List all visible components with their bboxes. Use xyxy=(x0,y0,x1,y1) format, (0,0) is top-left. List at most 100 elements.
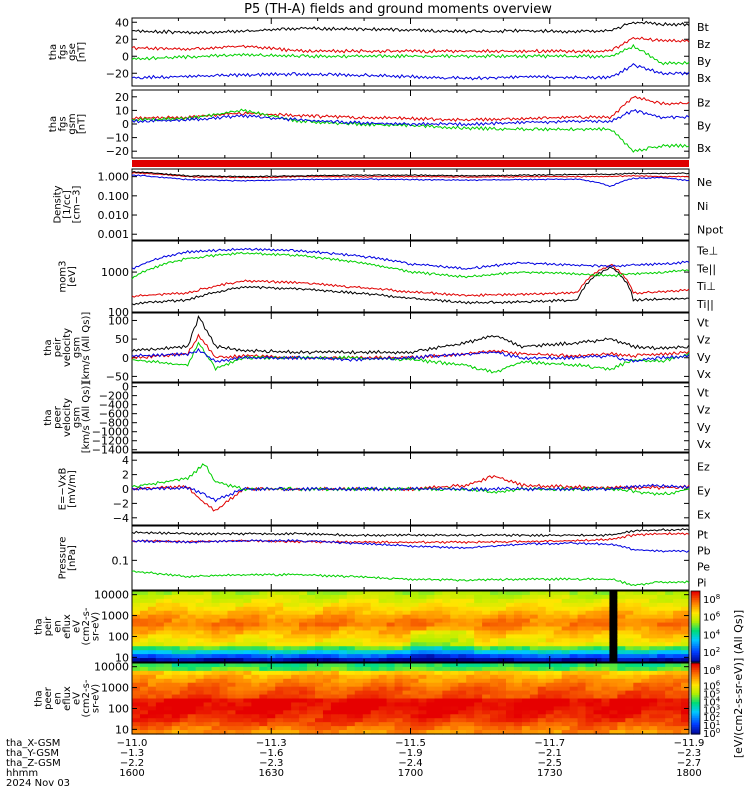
heatmap-cell xyxy=(394,614,404,620)
heatmap-cell xyxy=(195,678,205,684)
heatmap-cell xyxy=(466,654,475,659)
heatmap-cell xyxy=(569,702,579,707)
heatmap-cell xyxy=(673,730,682,735)
heatmap-cell xyxy=(338,622,348,628)
colorbar-cell xyxy=(691,591,700,594)
heatmap-cell xyxy=(386,730,396,735)
heatmap-cell xyxy=(235,714,244,719)
heatmap-cell xyxy=(585,682,595,688)
heatmap-cell xyxy=(681,630,690,635)
heatmap-cell xyxy=(434,726,443,731)
heatmap-cell xyxy=(434,594,443,600)
heatmap-cell xyxy=(139,722,149,727)
heatmap-cell xyxy=(187,598,197,604)
heatmap-cell xyxy=(132,594,141,600)
heatmap-cell xyxy=(641,698,650,704)
heatmap-cell xyxy=(370,630,380,635)
heatmap-cell xyxy=(482,682,491,688)
heatmap-cell xyxy=(418,646,428,651)
heatmap-cell xyxy=(362,642,372,647)
heatmap-cell xyxy=(601,706,611,711)
heatmap-cell xyxy=(410,614,420,620)
heatmap-cell xyxy=(243,642,252,647)
heatmap-cell xyxy=(235,638,244,643)
heatmap-cell xyxy=(370,614,380,620)
heatmap-cell xyxy=(633,674,642,680)
heatmap-cell xyxy=(609,714,618,719)
heatmap-cell xyxy=(641,606,650,612)
colorbar-cell xyxy=(691,653,700,656)
heatmap-cell xyxy=(370,686,380,692)
heatmap-cell xyxy=(291,626,300,632)
heatmap-cell xyxy=(553,610,563,616)
heatmap-cell xyxy=(633,698,642,704)
heatmap-cell xyxy=(513,686,523,692)
heatmap-cell xyxy=(521,682,531,688)
heatmap-cell xyxy=(291,698,300,704)
heatmap-cell xyxy=(553,698,563,704)
heatmap-cell xyxy=(354,598,364,604)
heatmap-cell xyxy=(649,682,658,688)
heatmap-cell xyxy=(673,626,682,632)
heatmap-cell xyxy=(171,622,181,628)
heatmap-cell xyxy=(315,686,324,692)
heatmap-cell xyxy=(132,670,141,676)
heatmap-cell xyxy=(482,598,491,604)
heatmap-cell xyxy=(315,610,324,616)
heatmap-cell xyxy=(132,618,141,624)
heatmap-cell xyxy=(243,618,252,624)
colorbar-cell xyxy=(691,702,700,705)
heatmap-cell xyxy=(259,630,268,635)
heatmap-cell xyxy=(354,710,364,715)
heatmap-cell xyxy=(322,638,332,643)
heatmap-cell xyxy=(537,694,547,700)
heatmap-cell xyxy=(203,686,213,692)
heatmap-cell xyxy=(505,630,515,635)
heatmap-cell xyxy=(633,694,642,700)
heatmap-cell xyxy=(521,718,531,723)
heatmap-cell xyxy=(283,670,292,676)
heatmap-cell xyxy=(521,634,531,639)
legend-label: Bz xyxy=(697,97,711,110)
heatmap-cell xyxy=(243,714,252,719)
heatmap-cell xyxy=(235,718,244,723)
heatmap-cell xyxy=(195,710,205,715)
x-tick-label: 1630 xyxy=(259,768,284,779)
heatmap-cell xyxy=(593,622,603,628)
heatmap-cell xyxy=(171,606,181,612)
y-axis-label: [1/cc] xyxy=(62,190,73,219)
heatmap-cell xyxy=(338,602,348,608)
heatmap-cell xyxy=(585,663,595,668)
heatmap-cell xyxy=(251,690,260,696)
heatmap-cell xyxy=(633,666,642,672)
heatmap-cell xyxy=(649,698,658,704)
heatmap-cell xyxy=(291,650,300,655)
heatmap-cell xyxy=(211,714,221,719)
colorbar-cell xyxy=(691,710,700,714)
heatmap-cell xyxy=(330,610,340,616)
heatmap-cell xyxy=(545,670,555,676)
heatmap-cell xyxy=(577,594,587,600)
heatmap-cell xyxy=(267,694,276,700)
heatmap-cell xyxy=(665,674,674,680)
heatmap-cell xyxy=(394,626,404,632)
heatmap-cell xyxy=(394,694,404,700)
y-tick-label: 100 xyxy=(108,702,129,715)
heatmap-cell xyxy=(490,670,499,676)
heatmap-cell xyxy=(681,690,690,696)
heatmap-cell xyxy=(386,614,396,620)
heatmap-cell xyxy=(474,663,483,668)
heatmap-cell xyxy=(641,670,650,676)
heatmap-cell xyxy=(227,702,237,707)
heatmap-cell xyxy=(585,666,595,672)
heatmap-cell xyxy=(545,690,555,696)
heatmap-cell xyxy=(513,610,523,616)
heatmap-cell xyxy=(561,702,571,707)
heatmap-cell xyxy=(545,598,555,604)
colorbar-cell xyxy=(691,719,700,723)
heatmap-cell xyxy=(585,702,595,707)
heatmap-cell xyxy=(378,706,388,711)
heatmap-cell xyxy=(155,610,165,616)
heatmap-cell xyxy=(505,642,515,647)
heatmap-cell xyxy=(466,638,475,643)
